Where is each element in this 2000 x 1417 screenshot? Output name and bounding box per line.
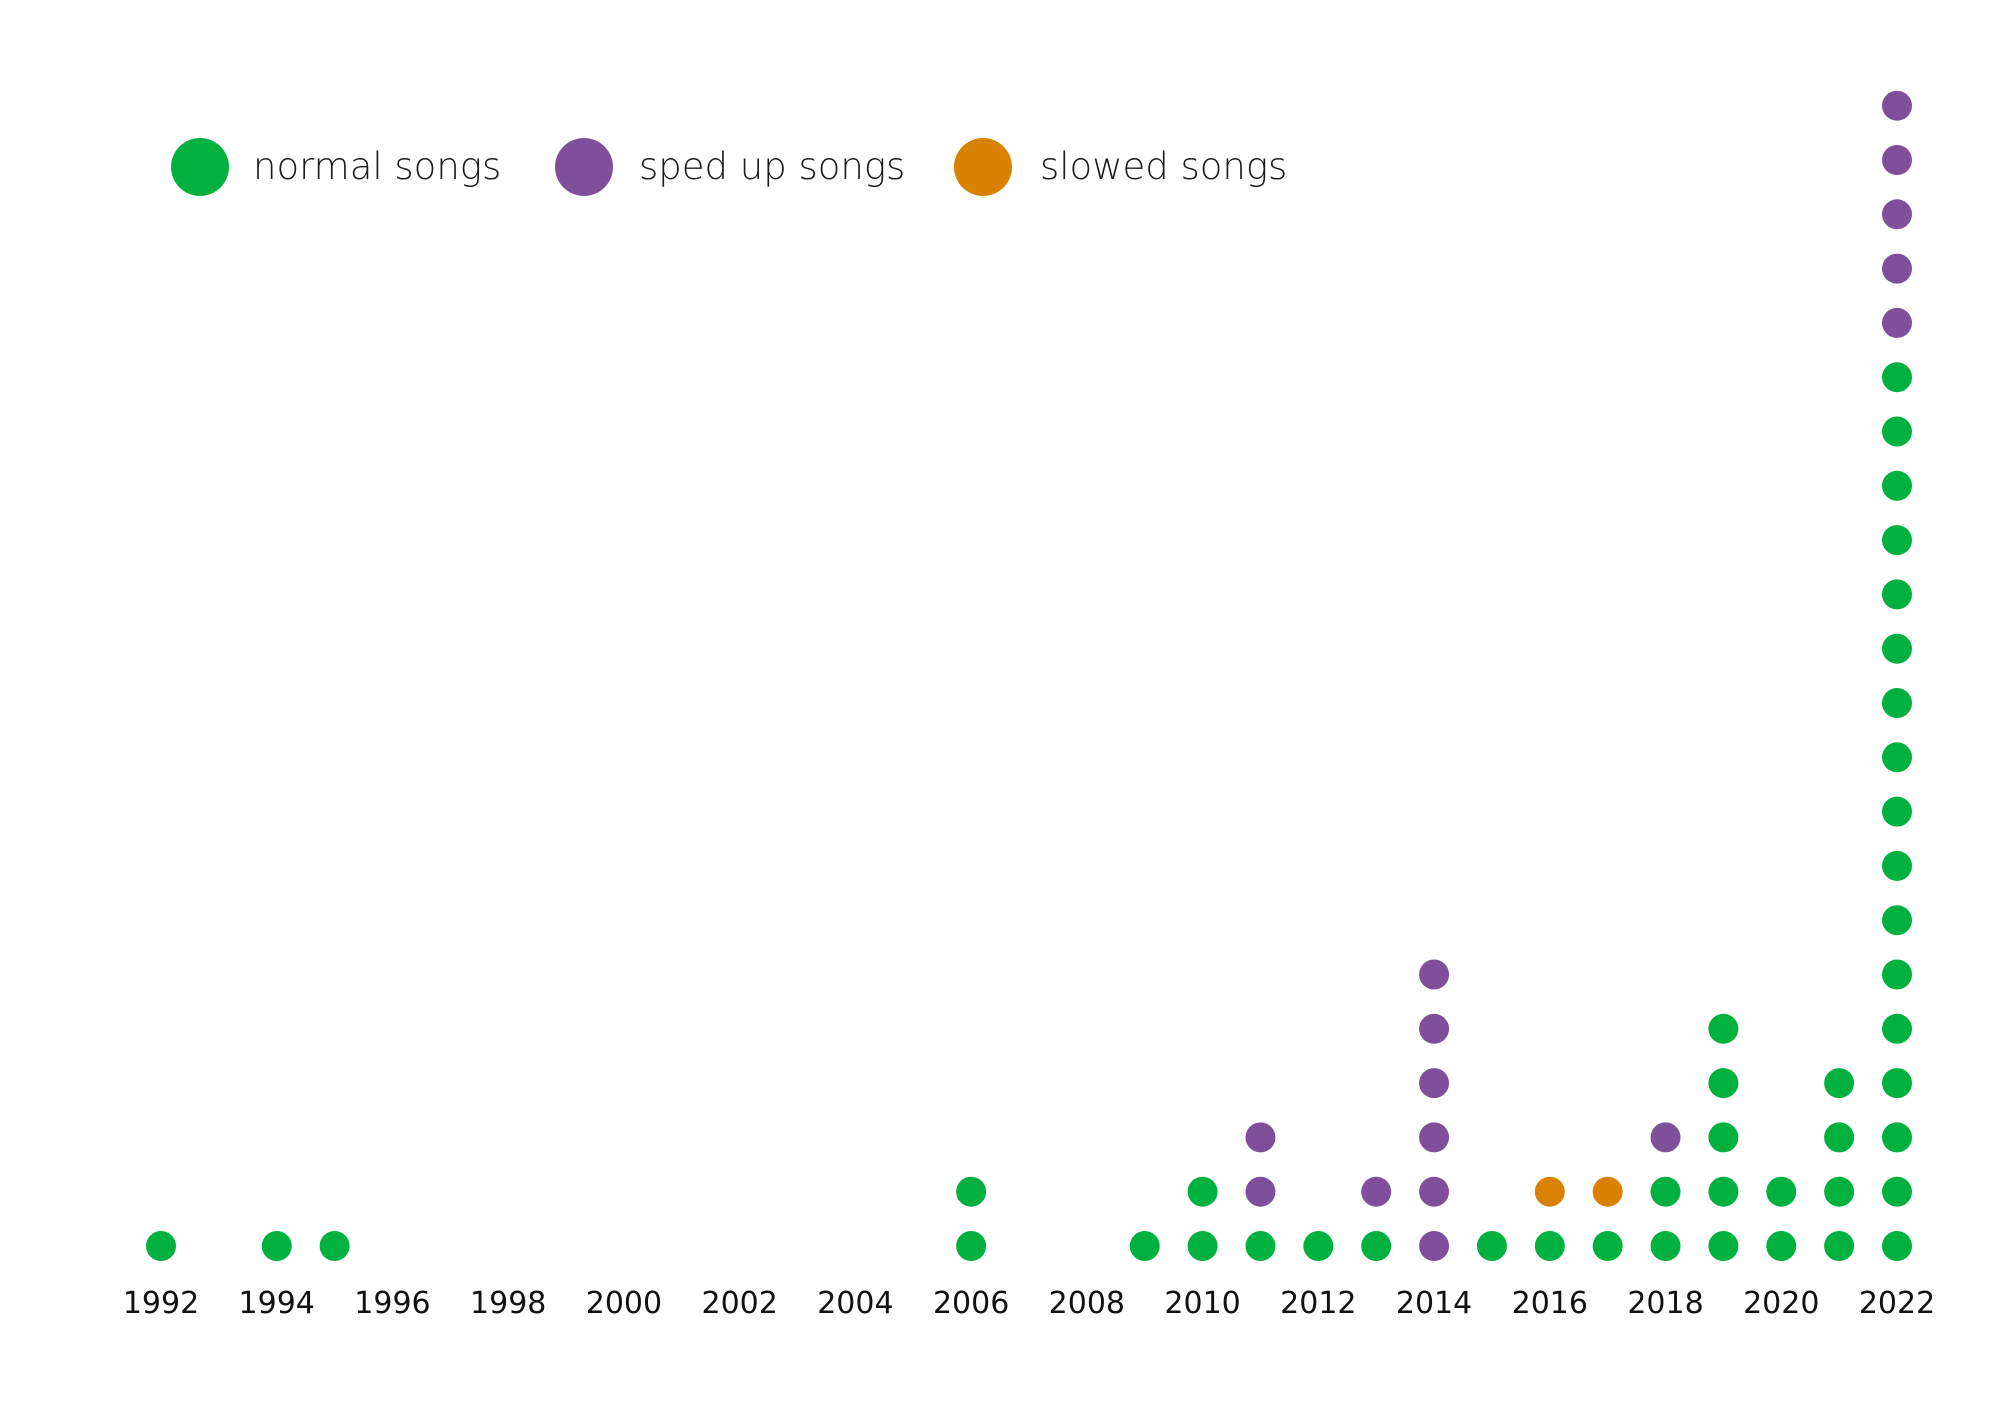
normal-song-dot <box>1824 1176 1855 1207</box>
normal-song-dot <box>1245 1231 1276 1261</box>
normal-song-dot <box>1708 1122 1739 1153</box>
x-tick-label: 1998 <box>470 1286 546 1321</box>
sped-up-song-dot <box>1419 1231 1450 1261</box>
normal-song-dot <box>1882 688 1912 718</box>
sped-up-song-dot <box>1419 1176 1450 1207</box>
x-tick-label: 1994 <box>239 1286 315 1321</box>
sped-up-song-dot <box>1882 253 1912 284</box>
normal-song-dot <box>1824 1068 1855 1099</box>
normal-song-dot <box>1824 1122 1855 1153</box>
normal-song-dot <box>1882 525 1912 556</box>
x-tick-label: 2012 <box>1280 1286 1356 1321</box>
normal-song-dot <box>1882 633 1912 664</box>
legend-normal-songs: normal songs <box>171 138 501 196</box>
normal-song-dot <box>1708 1068 1739 1099</box>
normal-song-dot <box>1882 1176 1912 1207</box>
x-tick-label: 1996 <box>354 1286 430 1321</box>
x-tick-label: 2004 <box>817 1286 893 1321</box>
normal-song-dot <box>1882 742 1912 773</box>
normal-song-dot <box>1708 1013 1739 1044</box>
sped-up-song-dot <box>1882 90 1912 121</box>
normal-song-dot <box>1534 1231 1565 1261</box>
normal-song-dot <box>1708 1176 1739 1207</box>
x-tick-label: 2014 <box>1396 1286 1472 1321</box>
normal-song-dot <box>1882 905 1912 936</box>
legend-sped-up-songs: sped up songs <box>555 138 905 196</box>
sped-up-song-dot <box>1882 307 1912 338</box>
x-tick-label: 2018 <box>1627 1286 1703 1321</box>
normal-song-dot <box>1882 1013 1912 1044</box>
legend-swatch <box>954 138 1012 196</box>
sped-up-song-dot <box>1245 1176 1276 1207</box>
legend-swatch <box>171 138 229 196</box>
sped-up-song-dot <box>1650 1122 1681 1153</box>
legend: normal songs sped up songs slowed songs <box>171 138 1287 196</box>
legend-slowed-songs: slowed songs <box>954 138 1287 196</box>
normal-song-dot <box>1476 1231 1507 1261</box>
sped-up-song-dot <box>1419 959 1450 990</box>
x-tick-label: 2020 <box>1743 1286 1819 1321</box>
normal-song-dot <box>956 1176 987 1207</box>
x-tick-label: 1992 <box>123 1286 199 1321</box>
normal-song-dot <box>1650 1176 1681 1207</box>
sped-up-song-dot <box>1361 1176 1392 1207</box>
normal-song-dot <box>1882 959 1912 990</box>
normal-song-dot <box>1824 1231 1855 1261</box>
normal-song-dot <box>1882 1231 1912 1261</box>
data-points <box>146 90 1912 1261</box>
x-tick-label: 2022 <box>1859 1286 1935 1321</box>
x-tick-label: 2008 <box>1049 1286 1125 1321</box>
normal-song-dot <box>1882 796 1912 827</box>
normal-song-dot <box>1766 1231 1797 1261</box>
sped-up-song-dot <box>1419 1068 1450 1099</box>
normal-song-dot <box>1882 579 1912 610</box>
normal-song-dot <box>1650 1231 1681 1261</box>
x-tick-label: 2000 <box>586 1286 662 1321</box>
normal-song-dot <box>1882 416 1912 447</box>
sped-up-song-dot <box>1419 1013 1450 1044</box>
sped-up-song-dot <box>1245 1122 1276 1153</box>
normal-song-dot <box>1882 1122 1912 1153</box>
slowed-song-dot <box>1534 1176 1565 1207</box>
x-tick-label: 2010 <box>1164 1286 1240 1321</box>
legend-label: normal songs <box>253 145 501 188</box>
normal-song-dot <box>1303 1231 1334 1261</box>
x-tick-label: 2002 <box>701 1286 777 1321</box>
legend-swatch <box>555 138 613 196</box>
sped-up-song-dot <box>1882 199 1912 230</box>
normal-song-dot <box>1882 850 1912 881</box>
normal-song-dot <box>319 1231 350 1261</box>
normal-song-dot <box>1766 1176 1797 1207</box>
normal-song-dot <box>1129 1231 1160 1261</box>
x-tick-label: 2006 <box>933 1286 1009 1321</box>
normal-song-dot <box>1708 1231 1739 1261</box>
x-axis-tick-labels: 1992 1994 1996 1998 2000 2002 2004 2006 2008 2010… <box>123 1286 1935 1321</box>
x-tick-label: 2016 <box>1512 1286 1588 1321</box>
legend-label: slowed songs <box>1040 145 1287 188</box>
sped-up-song-dot <box>1419 1122 1450 1153</box>
legend-label: sped up songs <box>639 145 905 188</box>
normal-song-dot <box>261 1231 292 1261</box>
normal-song-dot <box>146 1231 176 1261</box>
normal-song-dot <box>1882 362 1912 393</box>
sped-up-song-dot <box>1882 145 1912 175</box>
normal-song-dot <box>1187 1176 1218 1207</box>
normal-song-dot <box>956 1231 987 1261</box>
normal-song-dot <box>1361 1231 1392 1261</box>
normal-song-dot <box>1882 470 1912 501</box>
normal-song-dot <box>1187 1231 1218 1261</box>
slowed-song-dot <box>1592 1176 1623 1207</box>
normal-song-dot <box>1592 1231 1623 1261</box>
normal-song-dot <box>1882 1068 1912 1099</box>
